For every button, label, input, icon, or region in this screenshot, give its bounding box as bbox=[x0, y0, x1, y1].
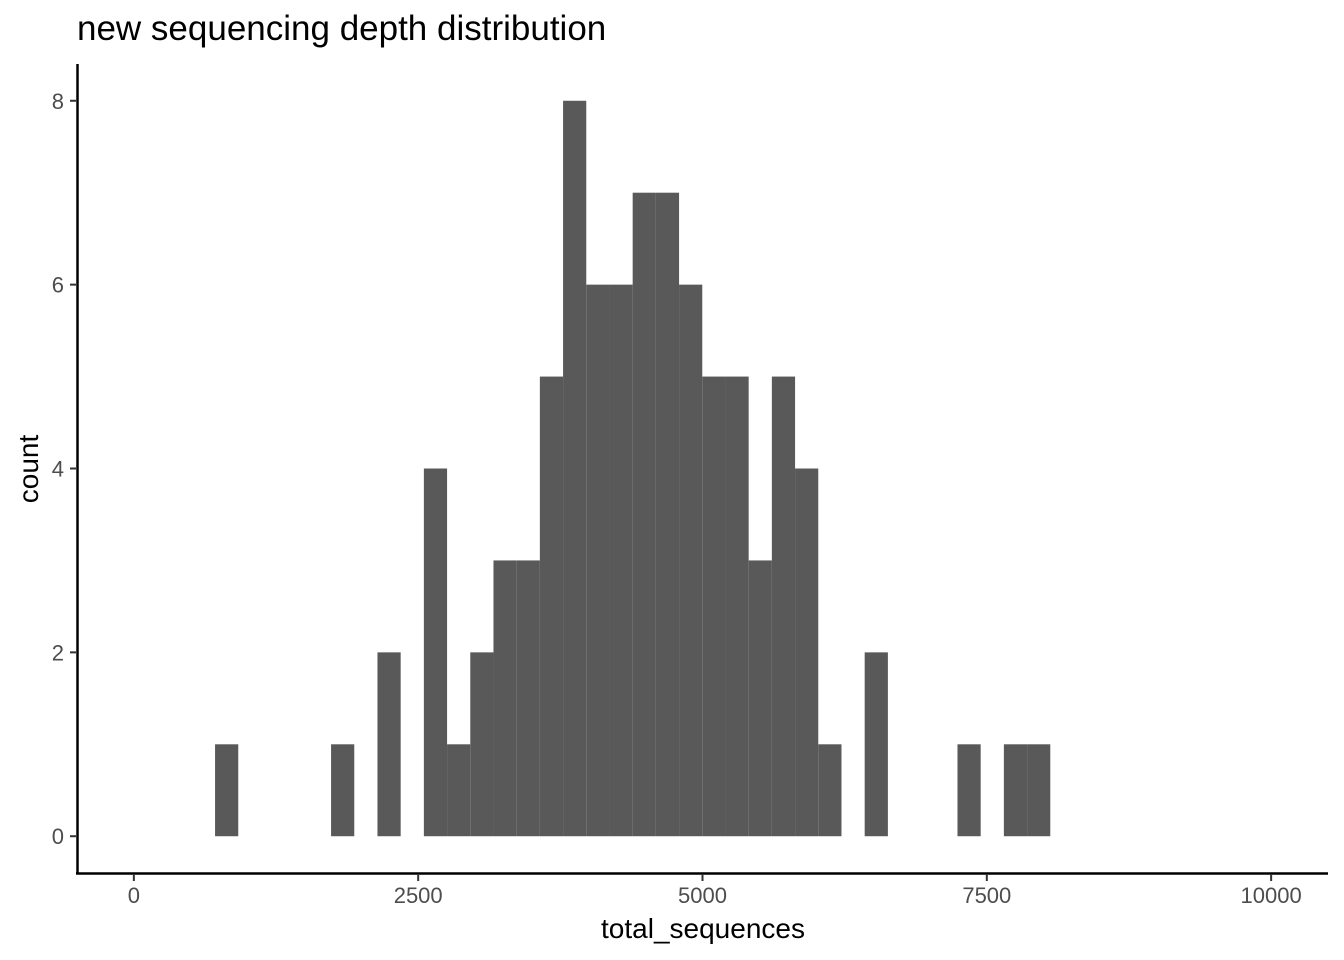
histogram-bar bbox=[864, 652, 888, 837]
x-tick-label: 10000 bbox=[1241, 883, 1302, 908]
histogram-bars bbox=[215, 100, 1051, 837]
histogram-bar bbox=[377, 652, 401, 837]
histogram-bar bbox=[1003, 744, 1028, 837]
histogram-bar bbox=[818, 744, 842, 837]
histogram-bar bbox=[470, 652, 494, 837]
histogram-bar bbox=[516, 560, 540, 837]
histogram-bar bbox=[447, 744, 471, 837]
histogram-bar bbox=[586, 284, 610, 837]
histogram-bar bbox=[655, 192, 680, 837]
x-tick-label: 7500 bbox=[962, 883, 1011, 908]
histogram-bar bbox=[493, 560, 517, 837]
y-tick-label: 2 bbox=[52, 640, 64, 665]
histogram-bar bbox=[539, 376, 564, 837]
histogram-bar bbox=[679, 284, 703, 837]
histogram-bar bbox=[563, 100, 587, 837]
histogram-bar bbox=[771, 376, 796, 837]
x-axis-title: total_sequences bbox=[601, 913, 805, 944]
y-tick-label: 8 bbox=[52, 89, 64, 114]
histogram-bar bbox=[795, 468, 819, 837]
histogram-bar bbox=[1027, 744, 1051, 837]
y-tick-label: 6 bbox=[52, 273, 64, 298]
y-tick-label: 4 bbox=[52, 457, 64, 482]
x-axis-ticks: 0 2500 5000 7500 10000 bbox=[128, 874, 1302, 908]
histogram-bar bbox=[748, 560, 772, 837]
histogram-bar bbox=[331, 744, 355, 837]
x-tick-label: 2500 bbox=[394, 883, 443, 908]
histogram-bar bbox=[609, 284, 633, 837]
y-axis-ticks: 0 2 4 6 8 bbox=[52, 89, 76, 849]
y-axis-title: count bbox=[13, 435, 44, 504]
histogram-bar bbox=[423, 468, 448, 837]
histogram-bar bbox=[702, 376, 726, 837]
histogram-bar bbox=[725, 376, 749, 837]
histogram-bar bbox=[632, 192, 656, 837]
x-tick-label: 5000 bbox=[678, 883, 727, 908]
x-tick-label: 0 bbox=[128, 883, 140, 908]
histogram-bar bbox=[215, 744, 239, 837]
y-tick-label: 0 bbox=[52, 824, 64, 849]
chart-title: new sequencing depth distribution bbox=[77, 9, 606, 48]
histogram-bar bbox=[957, 744, 981, 837]
